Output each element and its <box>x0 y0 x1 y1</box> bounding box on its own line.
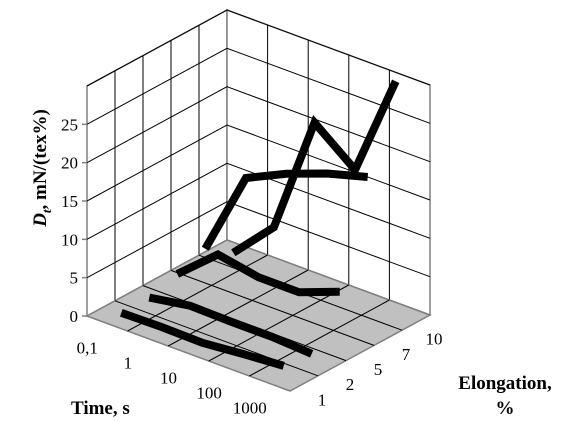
y-tick-label: 0 <box>70 307 79 326</box>
series-elongation-5 <box>175 249 340 297</box>
x-tick-label: 100 <box>196 384 222 403</box>
value-gridline <box>86 47 431 125</box>
y-tick-label: 5 <box>70 269 79 288</box>
z-axis-title-line1: Elongation, <box>458 373 552 394</box>
z-tick-label: 5 <box>374 360 383 379</box>
series-elongation-1 <box>119 309 285 370</box>
z-axis-title-line2: % <box>496 398 515 419</box>
series-elongation-2 <box>148 293 314 358</box>
series-elongation-10 <box>231 79 400 257</box>
series-elongation-7 <box>201 169 369 251</box>
value-gridline <box>86 86 431 164</box>
x-tick-label: 1000 <box>233 399 267 418</box>
y-tick-label: 15 <box>61 192 78 211</box>
z-tick-label: 2 <box>346 375 355 394</box>
value-gridline <box>86 201 431 279</box>
floor-gridline <box>167 269 309 347</box>
x-tick-label: 0,1 <box>77 339 98 358</box>
chart-floor-plane <box>85 239 432 392</box>
y-tick-label: 20 <box>61 154 78 173</box>
y-tick-label: 10 <box>61 230 78 249</box>
y-tick-label: 25 <box>61 115 78 134</box>
x-tick-label: 10 <box>160 369 177 388</box>
y-axis-title: Dt, mN/(tex%) <box>30 109 54 228</box>
floor-gridline <box>170 269 375 346</box>
x-axis-title: Time, s <box>71 398 130 419</box>
z-tick-label: 1 <box>318 390 327 409</box>
value-gridline <box>86 162 431 240</box>
value-gridline <box>86 9 431 87</box>
z-tick-label: 7 <box>402 345 411 364</box>
z-tick-label: 10 <box>426 330 443 349</box>
x-tick-label: 1 <box>124 354 133 373</box>
chart-series <box>119 79 400 370</box>
